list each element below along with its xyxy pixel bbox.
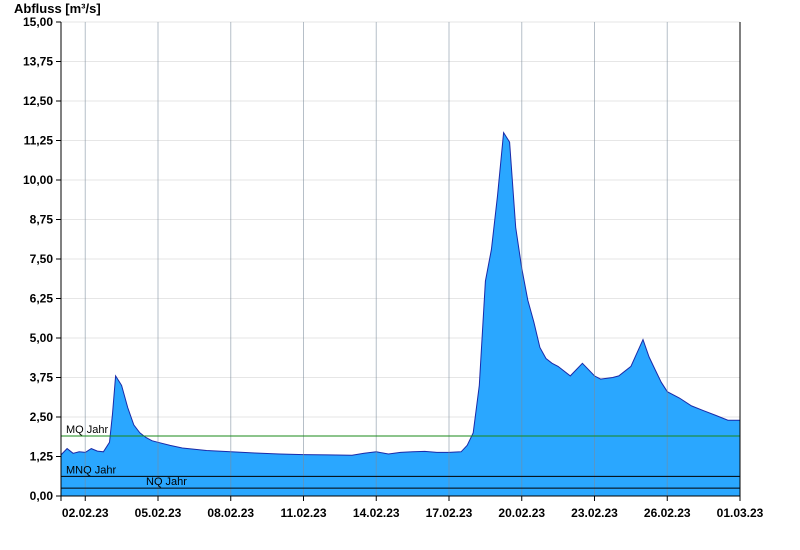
series-area-fill [61,132,740,496]
y-tick-label: 12,50 [23,94,53,108]
y-tick-label: 7,50 [30,252,54,266]
y-tick-label: 0,00 [30,489,54,503]
x-ticks: 02.02.23 05.02.23 08.02.23 11.02.23 14.02.23… [62,496,764,520]
y-tick-label: 10,00 [23,173,53,187]
y-ticks: 0,00 1,25 2,50 3,75 5,00 6,25 7,50 8,75 10,00 11,… [23,15,61,503]
y-tick-label: 15,00 [23,15,53,29]
axes [60,22,741,501]
x-tick-label: 11.02.23 [280,506,326,520]
series-area [60,131,740,496]
y-tick-label: 6,25 [30,292,54,306]
x-tick-label: 17.02.23 [426,506,473,520]
x-tick-label: 02.02.23 [62,506,109,520]
y-tick-label: 11,25 [24,134,54,148]
y-tick-label: 2,50 [30,410,54,424]
x-tick-label: 23.02.23 [571,506,618,520]
x-tick-label: 08.02.23 [207,506,254,520]
x-tick-label: 01.03.23 [717,506,764,520]
x-tick-label: 05.02.23 [135,506,182,520]
gridlines [61,21,740,457]
y-tick-label: 3,75 [30,371,54,385]
reference-line-label: NQ Jahr [146,476,187,488]
y-axis-label: Abfluss [m³/s] [14,1,101,16]
y-tick-label: 8,75 [30,213,54,227]
x-tick-label: 20.02.23 [498,506,545,520]
y-tick-label: 13,75 [23,55,53,69]
reference-line-label: MNQ Jahr [66,464,116,476]
y-tick-label: 5,00 [30,331,54,345]
reference-line-label: MQ Jahr [66,424,109,436]
reference-lines: MQ Jahr MNQ Jahr NQ Jahr [61,424,740,489]
x-tick-label: 26.02.23 [644,506,691,520]
x-tick-label: 14.02.23 [353,506,400,520]
y-tick-label: 1,25 [30,450,54,464]
